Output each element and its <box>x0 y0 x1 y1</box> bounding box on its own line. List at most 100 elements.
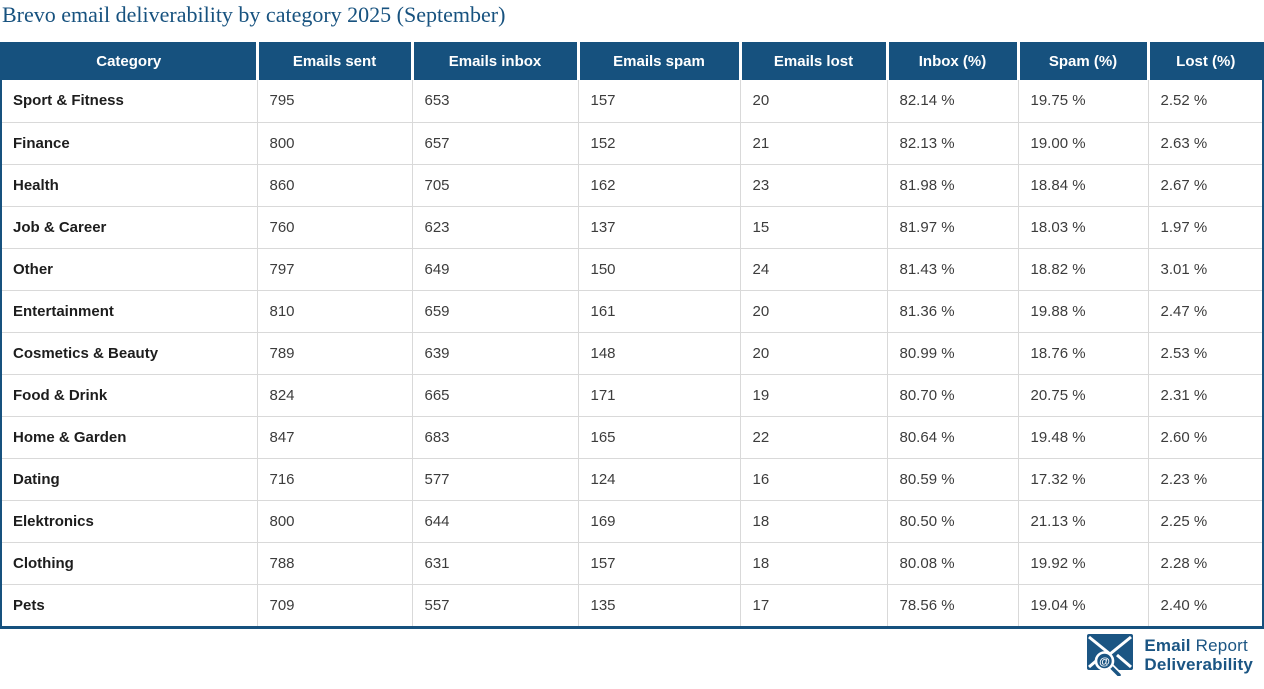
emails-inbox-cell: 705 <box>412 164 579 207</box>
emails-inbox-cell: 653 <box>412 80 579 123</box>
table-row: Other 797 649 150 24 81.43 % 18.82 % 3.0… <box>2 248 1262 291</box>
emails-lost-cell: 18 <box>740 500 888 543</box>
emails-lost-cell: 17 <box>740 584 888 626</box>
inbox-pct-cell: 80.50 % <box>887 500 1019 543</box>
emails-sent-cell: 800 <box>257 500 413 543</box>
table-row: Job & Career 760 623 137 15 81.97 % 18.0… <box>2 206 1262 249</box>
lost-pct-cell: 1.97 % <box>1148 206 1262 249</box>
emails-lost-cell: 23 <box>740 164 888 207</box>
emails-lost-cell: 20 <box>740 290 888 333</box>
emails-spam-cell: 150 <box>578 248 741 291</box>
table-header: Category Emails sent Emails inbox Emails… <box>2 42 1262 80</box>
table-row: Food & Drink 824 665 171 19 80.70 % 20.7… <box>2 374 1262 417</box>
emails-sent-cell: 716 <box>257 458 413 501</box>
lost-pct-cell: 2.25 % <box>1148 500 1262 543</box>
table-row: Entertainment 810 659 161 20 81.36 % 19.… <box>2 290 1262 333</box>
table-row: Sport & Fitness 795 653 157 20 82.14 % 1… <box>2 80 1262 123</box>
spam-pct-cell: 20.75 % <box>1018 374 1149 417</box>
column-header-emails-inbox: Emails inbox <box>412 42 580 80</box>
spam-pct-cell: 18.82 % <box>1018 248 1149 291</box>
emails-spam-cell: 165 <box>578 416 741 459</box>
emails-lost-cell: 16 <box>740 458 888 501</box>
emails-inbox-cell: 644 <box>412 500 579 543</box>
emails-sent-cell: 860 <box>257 164 413 207</box>
emails-lost-cell: 24 <box>740 248 888 291</box>
emails-sent-cell: 709 <box>257 584 413 626</box>
inbox-pct-cell: 81.36 % <box>887 290 1019 333</box>
table-body: Sport & Fitness 795 653 157 20 82.14 % 1… <box>2 80 1262 626</box>
emails-lost-cell: 19 <box>740 374 888 417</box>
emails-lost-cell: 20 <box>740 332 888 375</box>
inbox-pct-cell: 81.98 % <box>887 164 1019 207</box>
emails-spam-cell: 148 <box>578 332 741 375</box>
logo-word-report: Report <box>1195 636 1248 655</box>
spam-pct-cell: 19.75 % <box>1018 80 1149 123</box>
inbox-pct-cell: 80.70 % <box>887 374 1019 417</box>
inbox-pct-cell: 78.56 % <box>887 584 1019 626</box>
envelope-magnifier-icon: @ <box>1087 634 1134 676</box>
category-cell: Home & Garden <box>2 416 258 459</box>
inbox-pct-cell: 80.08 % <box>887 542 1019 585</box>
category-cell: Dating <box>2 458 258 501</box>
logo-word-deliverability: Deliverability <box>1144 655 1253 674</box>
email-report-deliverability-logo[interactable]: @ Email Report Deliverability <box>1087 634 1253 676</box>
category-cell: Cosmetics & Beauty <box>2 332 258 375</box>
spam-pct-cell: 19.88 % <box>1018 290 1149 333</box>
column-header-category: Category <box>2 42 259 80</box>
emails-inbox-cell: 577 <box>412 458 579 501</box>
inbox-pct-cell: 82.14 % <box>887 80 1019 123</box>
column-header-emails-spam: Emails spam <box>578 42 742 80</box>
logo-text: Email Report Deliverability <box>1144 636 1253 674</box>
inbox-pct-cell: 81.97 % <box>887 206 1019 249</box>
table-row: Elektronics 800 644 169 18 80.50 % 21.13… <box>2 500 1262 543</box>
table-row: Clothing 788 631 157 18 80.08 % 19.92 % … <box>2 542 1262 585</box>
category-cell: Entertainment <box>2 290 258 333</box>
emails-sent-cell: 760 <box>257 206 413 249</box>
emails-inbox-cell: 557 <box>412 584 579 626</box>
emails-lost-cell: 21 <box>740 122 888 165</box>
emails-inbox-cell: 657 <box>412 122 579 165</box>
table-row: Pets 709 557 135 17 78.56 % 19.04 % 2.40… <box>2 584 1262 626</box>
emails-spam-cell: 161 <box>578 290 741 333</box>
emails-inbox-cell: 659 <box>412 290 579 333</box>
spam-pct-cell: 21.13 % <box>1018 500 1149 543</box>
inbox-pct-cell: 80.99 % <box>887 332 1019 375</box>
category-cell: Food & Drink <box>2 374 258 417</box>
spam-pct-cell: 19.48 % <box>1018 416 1149 459</box>
emails-spam-cell: 124 <box>578 458 741 501</box>
header-row: Category Emails sent Emails inbox Emails… <box>2 42 1262 80</box>
deliverability-table: Category Emails sent Emails inbox Emails… <box>2 42 1262 626</box>
emails-inbox-cell: 623 <box>412 206 579 249</box>
column-header-emails-lost: Emails lost <box>740 42 889 80</box>
table-row: Home & Garden 847 683 165 22 80.64 % 19.… <box>2 416 1262 459</box>
emails-sent-cell: 795 <box>257 80 413 123</box>
emails-inbox-cell: 649 <box>412 248 579 291</box>
table-row: Finance 800 657 152 21 82.13 % 19.00 % 2… <box>2 122 1262 165</box>
page-title: Brevo email deliverability by category 2… <box>2 2 506 27</box>
emails-sent-cell: 847 <box>257 416 413 459</box>
inbox-pct-cell: 80.64 % <box>887 416 1019 459</box>
spam-pct-cell: 19.04 % <box>1018 584 1149 626</box>
category-cell: Sport & Fitness <box>2 80 258 123</box>
spam-pct-cell: 19.00 % <box>1018 122 1149 165</box>
emails-lost-cell: 15 <box>740 206 888 249</box>
logo-word-email: Email <box>1144 636 1191 655</box>
column-header-spam-pct: Spam (%) <box>1018 42 1150 80</box>
lost-pct-cell: 2.31 % <box>1148 374 1262 417</box>
column-header-lost-pct: Lost (%) <box>1148 42 1262 80</box>
emails-spam-cell: 171 <box>578 374 741 417</box>
category-cell: Job & Career <box>2 206 258 249</box>
category-cell: Finance <box>2 122 258 165</box>
emails-spam-cell: 137 <box>578 206 741 249</box>
lost-pct-cell: 2.60 % <box>1148 416 1262 459</box>
lost-pct-cell: 2.47 % <box>1148 290 1262 333</box>
footer: @ Email Report Deliverability <box>0 629 1264 677</box>
emails-spam-cell: 152 <box>578 122 741 165</box>
table-row: Dating 716 577 124 16 80.59 % 17.32 % 2.… <box>2 458 1262 501</box>
emails-sent-cell: 788 <box>257 542 413 585</box>
lost-pct-cell: 2.63 % <box>1148 122 1262 165</box>
emails-sent-cell: 800 <box>257 122 413 165</box>
emails-inbox-cell: 683 <box>412 416 579 459</box>
emails-sent-cell: 797 <box>257 248 413 291</box>
emails-spam-cell: 162 <box>578 164 741 207</box>
